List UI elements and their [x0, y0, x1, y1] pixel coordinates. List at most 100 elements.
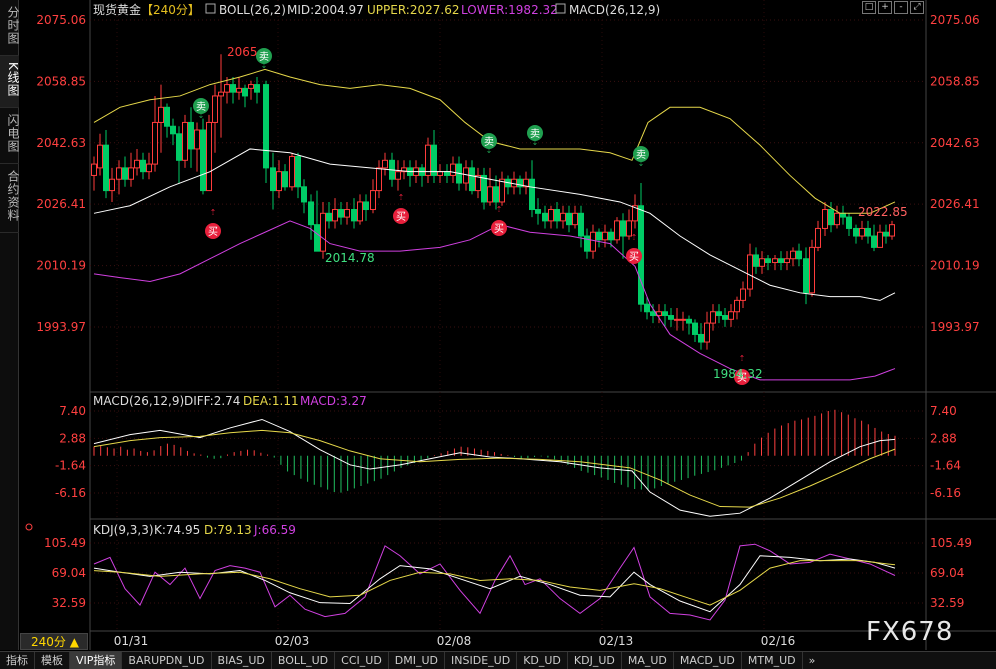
- candle-body: [200, 129, 206, 192]
- tab-ma_ud[interactable]: MA_UD: [622, 651, 674, 669]
- candle-body: [116, 167, 122, 180]
- kdj-d-value: D:79.13: [204, 523, 252, 537]
- kdj-tick-right: 105.49: [930, 536, 972, 550]
- buy-arrow-icon: ⇡: [739, 354, 746, 363]
- candle-body: [650, 311, 656, 317]
- buy-signal-icon: [491, 220, 507, 236]
- candle-body: [674, 318, 680, 321]
- price-tick-left: 1993.97: [36, 320, 86, 334]
- macd-tick-right: 2.88: [930, 431, 957, 445]
- sell-signal-icon: [193, 98, 209, 114]
- period-label: 240分: [31, 635, 66, 649]
- candle-body: [584, 235, 590, 252]
- candle-body: [523, 178, 529, 188]
- toolbar-expand-icon[interactable]: ⤢: [910, 1, 924, 14]
- last-price-annotation: 2022.85: [858, 205, 908, 219]
- candle-body: [632, 205, 638, 222]
- boll-mid-line: [93, 148, 896, 301]
- tab-inside_ud[interactable]: INSIDE_UD: [445, 651, 518, 669]
- boll-upper-line: [93, 68, 896, 214]
- toolbar-zoom-out-icon[interactable]: -: [894, 1, 908, 14]
- candle-body: [602, 231, 608, 241]
- date-tick: 02/03: [275, 634, 310, 648]
- candle-body: [314, 224, 320, 252]
- candle-body: [431, 144, 437, 176]
- tab-模板[interactable]: 模板: [35, 651, 70, 669]
- main-price-panel[interactable]: 卖⇣卖⇣卖⇣卖⇣卖⇣买⇡ 买⇡买⇡买⇡买⇡20652014.781984.3220…: [91, 45, 908, 385]
- tab-barupdn_ud[interactable]: BARUPDN_UD: [122, 651, 212, 669]
- candle-body: [164, 106, 170, 127]
- candle-body: [596, 231, 602, 241]
- candle-body: [865, 227, 871, 237]
- sell-signal-icon: [256, 48, 272, 64]
- boll-mid-value: MID:2004.97: [287, 3, 364, 17]
- macd-panel[interactable]: [93, 409, 896, 517]
- candle-body: [686, 318, 692, 324]
- candle-body: [809, 246, 815, 294]
- tab-vip指标[interactable]: VIP指标: [70, 651, 123, 669]
- candle-body: [535, 209, 541, 214]
- macd-overlay-title: MACD(26,12,9): [569, 3, 660, 17]
- macd-tick-left: -1.64: [55, 459, 86, 473]
- tab-boll_ud[interactable]: BOLL_UD: [272, 651, 336, 669]
- kdj-k-value: K:74.95: [154, 523, 200, 537]
- candle-body: [704, 322, 710, 343]
- candle-body: [853, 227, 859, 237]
- candle-body: [668, 315, 674, 320]
- sell-arrow-icon: ⇣: [638, 159, 645, 168]
- macd-tick-left: -6.16: [55, 486, 86, 500]
- buy-signal-icon: [734, 369, 750, 385]
- toolbar-zoom-in-icon[interactable]: +: [878, 1, 892, 14]
- chart-frame: [89, 0, 996, 650]
- candle-body: [692, 322, 698, 335]
- tab-bias_ud[interactable]: BIAS_UD: [212, 651, 272, 669]
- tab-macd_ud[interactable]: MACD_UD: [674, 651, 742, 669]
- tab-cci_ud[interactable]: CCI_UD: [335, 651, 389, 669]
- period-selector[interactable]: 240分 ▲: [20, 633, 88, 650]
- indicator-toggle-icon: [205, 3, 216, 14]
- kdj-title: KDJ(9,3,3): [93, 523, 154, 537]
- sell-arrow-icon: ⇣: [532, 138, 539, 147]
- sidebar-item-kline[interactable]: K线图: [0, 56, 20, 108]
- tab-指标[interactable]: 指标: [0, 651, 35, 669]
- sidebar-item-flash[interactable]: 闪电图: [0, 108, 20, 164]
- chart-labels: 2075.06 2075.06 2058.85 2058.85 2042.63 2042.…: [25, 2, 980, 648]
- candle-body: [218, 91, 224, 97]
- candle-body: [444, 171, 450, 176]
- kdj-j-line: [93, 543, 896, 621]
- sell-arrow-icon: ⇣: [261, 61, 268, 70]
- candle-body: [765, 258, 771, 264]
- chart-canvas[interactable]: 卖⇣卖⇣卖⇣卖⇣卖⇣买⇡ 买⇡买⇡买⇡买⇡20652014.781984.3220…: [19, 0, 996, 650]
- period-arrow-icon: ▲: [69, 635, 79, 649]
- candle-body: [425, 144, 431, 176]
- buy-arrow-icon: ⇡: [210, 208, 217, 217]
- candle-body: [529, 178, 535, 211]
- kdj-tick-left: 105.49: [44, 536, 86, 550]
- macd-title: MACD(26,12,9): [93, 394, 184, 408]
- candle-body: [566, 212, 572, 226]
- tab-dmi_ud[interactable]: DMI_UD: [389, 651, 446, 669]
- candle-body: [332, 209, 338, 222]
- price-tick-left: 2058.85: [36, 74, 86, 88]
- tab-kdj_ud[interactable]: KDJ_UD: [568, 651, 622, 669]
- toolbar-move-icon[interactable]: □: [862, 1, 876, 14]
- macd-macd-value: MACD:3.27: [300, 394, 367, 408]
- more-tabs-icon[interactable]: »: [808, 654, 816, 667]
- kdj-tick-right: 69.04: [930, 566, 964, 580]
- candle-body: [282, 171, 288, 188]
- price-tick-right: 2026.41: [930, 197, 980, 211]
- tab-mtm_ud[interactable]: MTM_UD: [742, 651, 803, 669]
- tab-kd_ud[interactable]: KD_UD: [517, 651, 568, 669]
- date-tick: 01/31: [114, 634, 149, 648]
- price-tick-left: 2026.41: [36, 197, 86, 211]
- sidebar-item-timeshare[interactable]: 分时图: [0, 0, 20, 56]
- kdj-panel[interactable]: [93, 543, 896, 621]
- date-tick: 02/08: [437, 634, 472, 648]
- buy-signal-label: 买: [208, 226, 218, 238]
- candle-body: [152, 121, 158, 165]
- price-tick-right: 2058.85: [930, 74, 980, 88]
- candle-body: [753, 254, 759, 267]
- sell-signal-label: 卖: [259, 51, 269, 63]
- sidebar-item-contract-info[interactable]: 合约资料: [0, 164, 20, 233]
- candle-body: [493, 186, 499, 203]
